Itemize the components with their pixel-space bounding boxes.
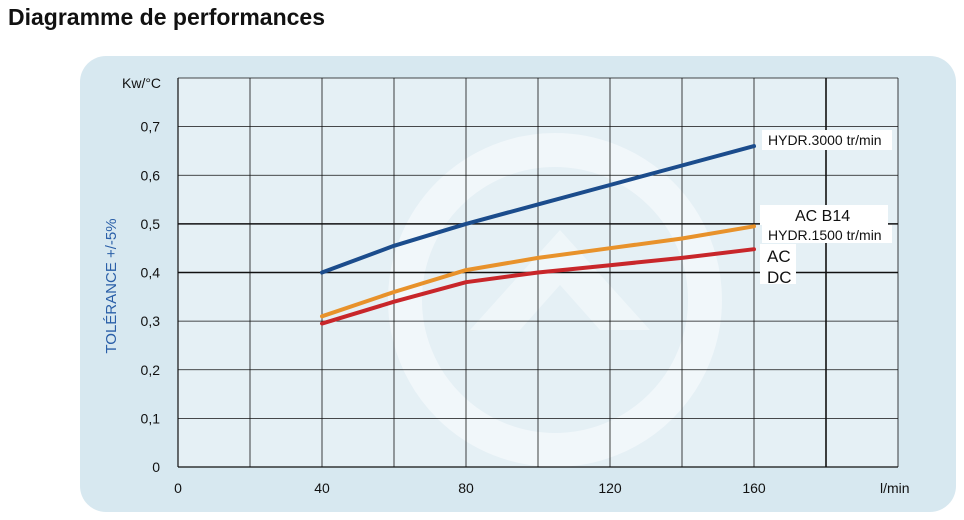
series-label-hydr1500: HYDR.1500 tr/min	[768, 227, 882, 243]
y-axis-unit: Kw/°C	[122, 75, 161, 91]
series-line-1	[320, 224, 756, 319]
series-label-dc: DC	[767, 268, 792, 287]
label-box-acb14	[760, 205, 888, 225]
series-label-acb14: AC B14	[795, 208, 850, 225]
series-line-2	[320, 247, 756, 326]
y-tick-label: 0,4	[141, 265, 161, 281]
x-tick-label: 120	[598, 480, 622, 496]
series-line-0	[320, 144, 756, 275]
x-tick-label: 0	[174, 480, 182, 496]
label-box-hydr1500	[762, 225, 892, 243]
series-label-ac: AC	[767, 247, 791, 266]
x-tick-label: 40	[314, 480, 330, 496]
chart-labels: Kw/°C l/min TOLÉRANCE +/-5% HYDR.3000 tr…	[103, 75, 910, 496]
y-tick-label: 0	[152, 459, 160, 475]
series-label-hydr3000: HYDR.3000 tr/min	[768, 132, 882, 148]
y-tick-label: 0,6	[141, 167, 161, 183]
x-tick-label: 160	[742, 480, 766, 496]
y-tick-label: 0,2	[141, 362, 161, 378]
page-title: Diagramme de performances	[8, 4, 326, 30]
chart-series	[320, 144, 756, 326]
y-tick-label: 0,7	[141, 119, 161, 135]
label-box-ac	[760, 244, 796, 284]
y-tick-label: 0,5	[141, 216, 161, 232]
y-tick-label: 0,3	[141, 313, 161, 329]
label-box-hydr3000	[762, 130, 892, 150]
x-axis-unit: l/min	[880, 480, 910, 496]
y-tick-label: 0,1	[141, 410, 161, 426]
y-axis-label: TOLÉRANCE +/-5%	[103, 218, 120, 353]
x-tick-label: 80	[458, 480, 474, 496]
watermark-arrow	[470, 230, 650, 330]
